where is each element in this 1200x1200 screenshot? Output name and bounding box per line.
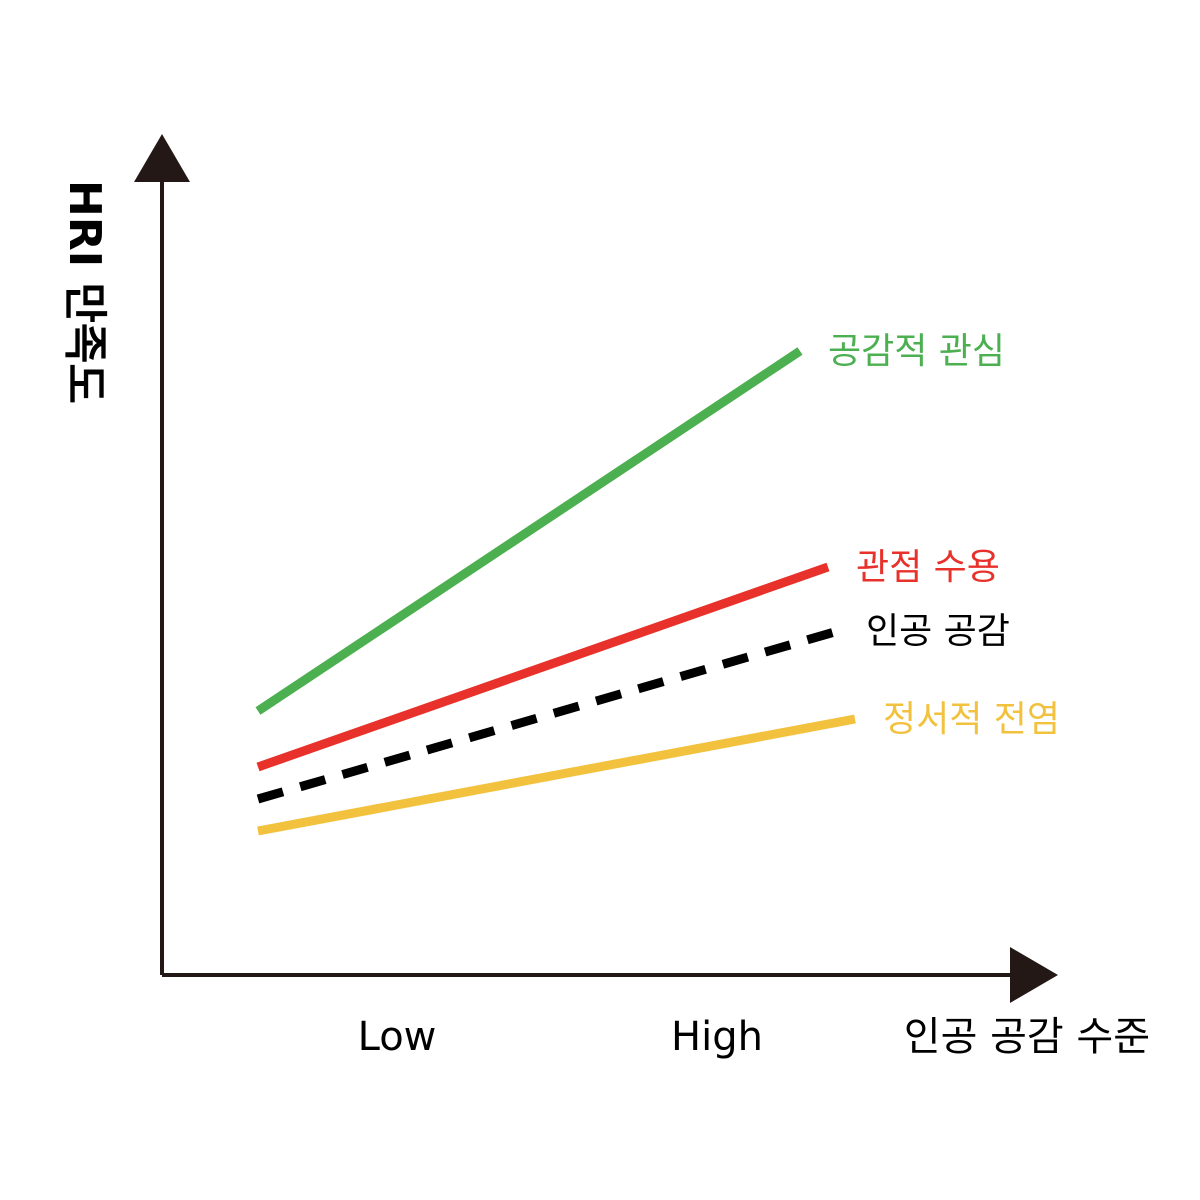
series-line-3 xyxy=(256,626,840,804)
x-axis-title: 인공 공감 수준 xyxy=(904,1014,1150,1060)
series-line-2 xyxy=(256,562,830,772)
y-axis-title: HRI 만족도 xyxy=(59,180,110,404)
series-label-2: 관점 수용 xyxy=(856,547,1000,588)
series-line-4 xyxy=(257,714,856,836)
x-tick-label-low: Low xyxy=(358,1014,437,1060)
series-label-3: 인공 공감 xyxy=(866,611,1010,652)
y-axis-arrow-icon xyxy=(134,134,190,182)
x-axis-arrow-icon xyxy=(1010,947,1058,1003)
series-label-4: 정서적 전염 xyxy=(883,699,1060,740)
series-line-1 xyxy=(255,347,803,715)
x-tick-label-high: High xyxy=(671,1014,763,1060)
series-label-1: 공감적 관심 xyxy=(828,331,1005,372)
